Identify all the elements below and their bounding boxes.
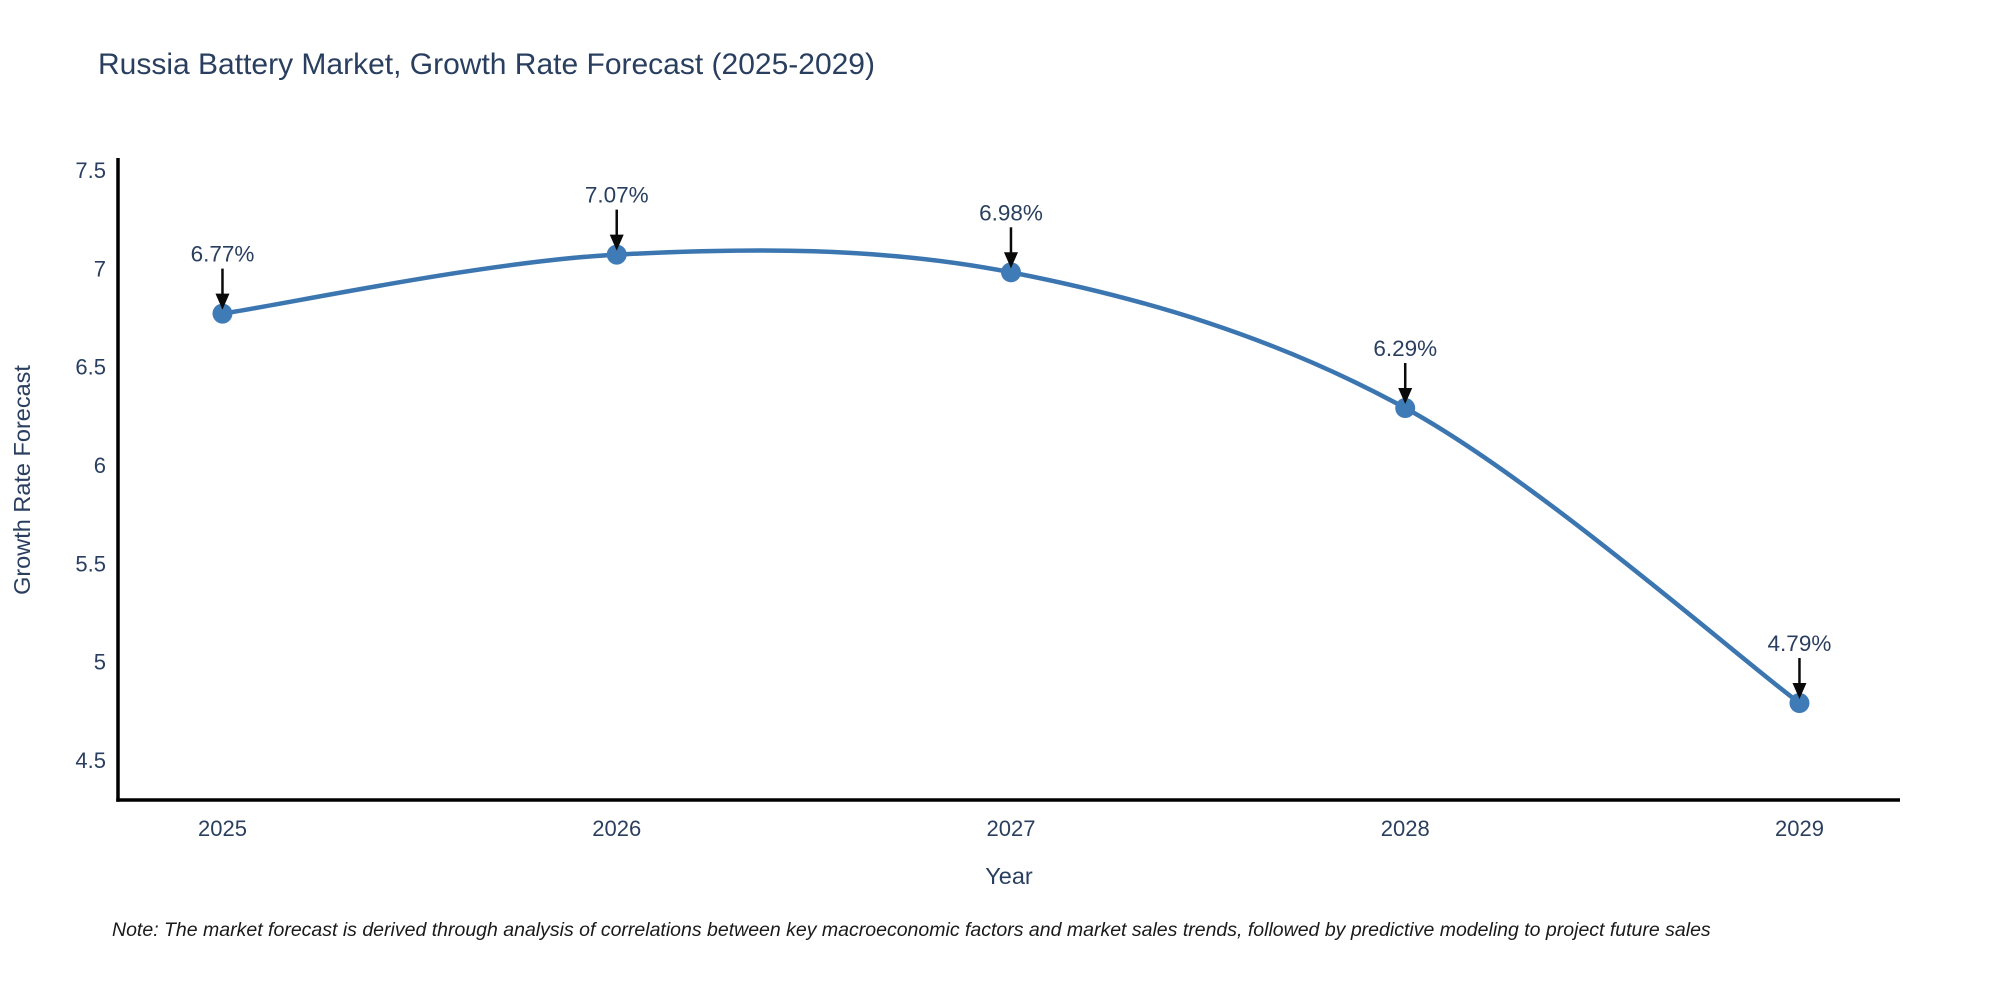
data-point-marker	[606, 244, 627, 265]
x-tick-label: 2025	[198, 816, 247, 841]
y-tick-label: 7	[94, 256, 106, 281]
annotation-arrowhead	[609, 234, 624, 251]
data-point-label: 4.79%	[1768, 631, 1832, 656]
annotation-arrowhead	[1792, 683, 1807, 700]
y-tick-label: 6	[94, 453, 106, 478]
data-point-label: 6.77%	[191, 242, 255, 267]
data-point-label: 6.98%	[979, 200, 1043, 225]
footnote: Note: The market forecast is derived thr…	[112, 919, 1711, 941]
x-tick-label: 2028	[1381, 816, 1430, 841]
y-axis-title: Growth Rate Forecast	[9, 365, 35, 595]
annotation-arrowhead	[1003, 252, 1018, 269]
x-tick-label: 2027	[986, 816, 1035, 841]
data-point-label: 7.07%	[585, 183, 649, 208]
x-tick-label: 2029	[1775, 816, 1824, 841]
y-tick-label: 5	[94, 650, 106, 675]
data-point-label: 6.29%	[1373, 336, 1437, 361]
chart-title: Russia Battery Market, Growth Rate Forec…	[98, 48, 875, 81]
annotation-arrowhead	[1398, 388, 1413, 405]
data-point-marker	[1000, 262, 1021, 283]
data-point-marker	[212, 303, 233, 324]
x-axis-title: Year	[985, 863, 1033, 889]
y-tick-label: 6.5	[75, 355, 106, 380]
x-tick-label: 2026	[592, 816, 641, 841]
y-tick-label: 7.5	[75, 158, 106, 183]
trend-line	[220, 248, 1802, 706]
annotation-arrowhead	[215, 293, 230, 310]
data-point-marker	[1395, 398, 1416, 419]
y-tick-label: 4.5	[75, 748, 106, 773]
data-point-marker	[1789, 693, 1810, 714]
y-tick-label: 5.5	[75, 551, 106, 576]
